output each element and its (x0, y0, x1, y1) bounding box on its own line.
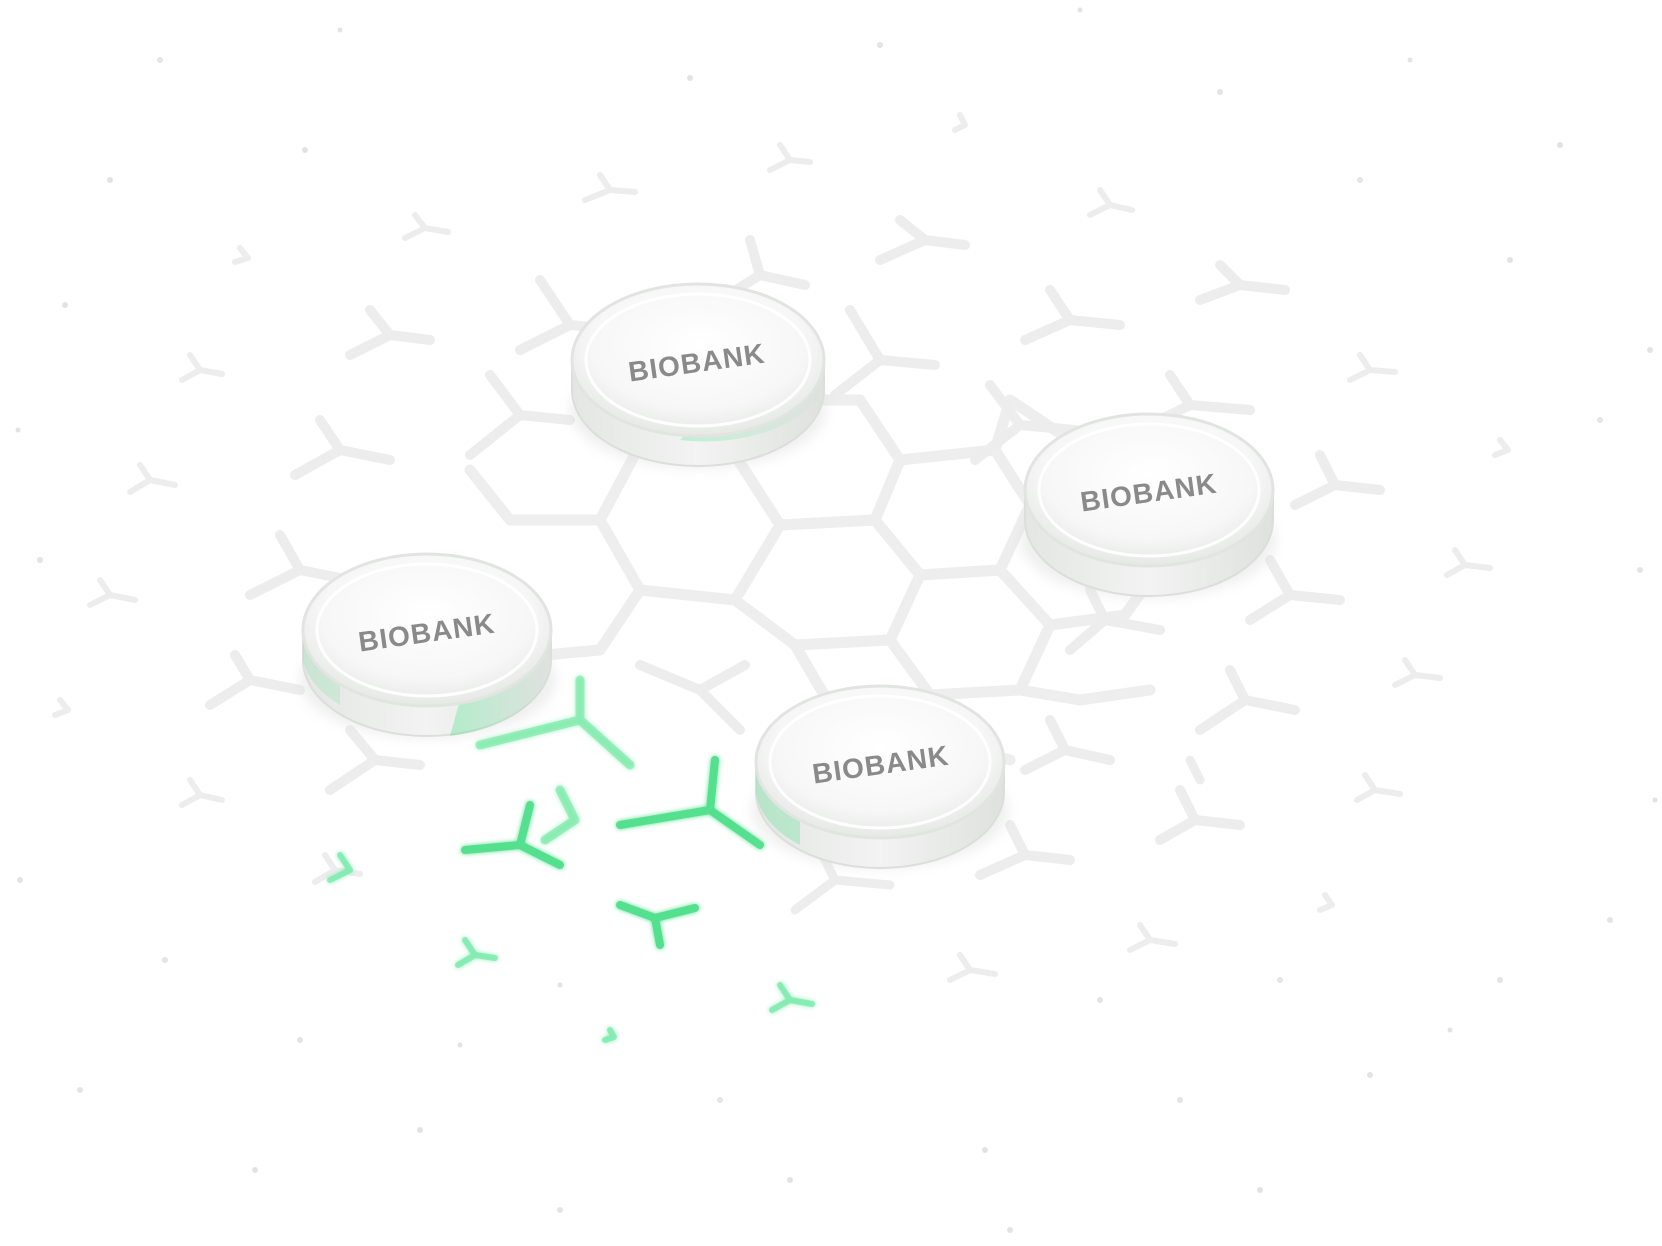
biobank-disc: BIOBANK (752, 684, 1008, 869)
tripod-molecules (52, 112, 1511, 983)
biobank-disc: BIOBANK (570, 282, 826, 468)
green-tripods (327, 675, 815, 1043)
background-dots (15, 7, 1658, 1233)
biobank-disc: BIOBANK (300, 552, 556, 738)
biobank-disc: BIOBANK (1020, 412, 1276, 598)
